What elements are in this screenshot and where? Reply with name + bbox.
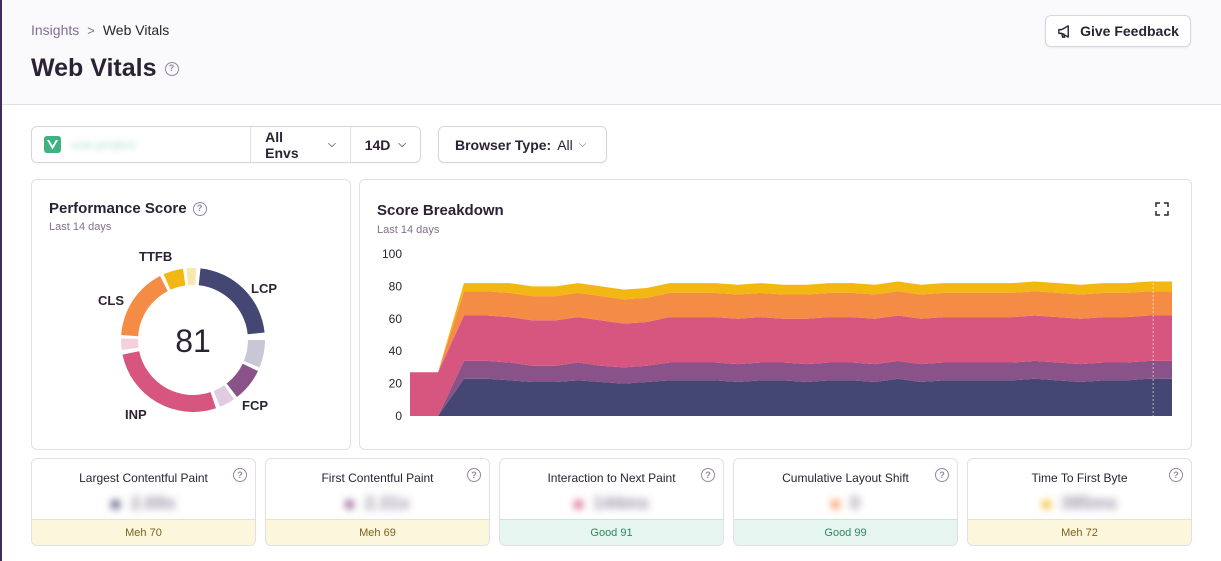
environment-selector[interactable]: All Envs ⌵ (251, 127, 351, 162)
performance-score-value: 81 (175, 323, 211, 359)
ring-label-cls: CLS (98, 293, 124, 308)
y-tick-label: 40 (389, 344, 403, 358)
metric-color-dot (111, 499, 121, 509)
date-range-label: 14D (364, 136, 391, 153)
metric-value-text: 2.31s (364, 493, 410, 513)
metric-status-badge: Good 99 (734, 519, 957, 545)
metric-name: First Contentful Paint (321, 471, 434, 485)
metric-value: 2.31s (266, 493, 489, 514)
page-title-text: Web Vitals (31, 54, 157, 82)
metric-color-dot (830, 499, 840, 509)
performance-score-ring: 81 TTFB LCP CLS FCP INP (98, 249, 277, 422)
metric-status-badge: Meh 70 (32, 519, 255, 545)
ring-segment-ttfb-remaining (186, 268, 196, 286)
ring-label-ttfb: TTFB (139, 249, 172, 264)
metric-value: 2.69s (32, 493, 255, 514)
expand-icon[interactable] (1155, 202, 1169, 216)
performance-score-title: Performance Score ? (49, 200, 207, 217)
score-breakdown-title: Score Breakdown (377, 202, 504, 219)
metric-value-text: 2.69s (130, 493, 176, 513)
megaphone-icon (1058, 24, 1070, 38)
browser-type-label: Browser Type: (455, 136, 552, 153)
metric-value-text: 0 (849, 493, 860, 513)
vue-project-icon (44, 136, 61, 153)
chevron-down-icon: ⌵ (398, 139, 406, 150)
score-breakdown-panel: Score Breakdown Last 14 days 0 20 40 60 80 10… (359, 179, 1192, 450)
ring-label-fcp: FCP (242, 398, 268, 413)
breadcrumb: Insights > Web Vitals (31, 22, 169, 38)
date-range-selector[interactable]: 14D ⌵ (351, 127, 420, 162)
metric-value: 395ms (968, 493, 1191, 514)
score-breakdown-subtitle: Last 14 days (377, 224, 440, 236)
area-series-fcp[interactable] (410, 360, 1172, 416)
chevron-down-icon: ⌵ (328, 139, 336, 150)
ring-segment-fcp[interactable] (226, 363, 258, 397)
page-header: Insights > Web Vitals Web Vitals ? Give … (2, 0, 1221, 105)
y-tick-label: 100 (382, 247, 402, 261)
y-tick-label: 0 (395, 409, 402, 423)
metric-status-badge: Meh 69 (266, 519, 489, 545)
metric-value: 0 (734, 493, 957, 514)
metric-card[interactable]: Time To First Byte? 395ms Meh 72 (967, 458, 1192, 546)
help-icon[interactable]: ? (164, 61, 179, 76)
y-tick-label: 20 (389, 377, 403, 391)
area-series-ttfb[interactable] (410, 281, 1172, 373)
metric-card[interactable]: Largest Contentful Paint? 2.69s Meh 70 (31, 458, 256, 546)
metric-color-dot (1041, 499, 1051, 509)
ring-label-inp: INP (125, 407, 147, 422)
breadcrumb-current: Web Vitals (102, 22, 170, 38)
y-tick-label: 80 (389, 279, 403, 293)
area-series-inp[interactable] (410, 315, 1172, 416)
area-series-lcp[interactable] (410, 378, 1172, 416)
page-title: Web Vitals ? (31, 54, 179, 83)
metric-value-text: 144ms (592, 493, 650, 513)
performance-score-title-text: Performance Score (49, 200, 187, 217)
browser-type-selector[interactable]: Browser Type: All ⌵ (438, 126, 607, 163)
metric-status-badge: Meh 72 (968, 519, 1191, 545)
metric-card[interactable]: Interaction to Next Paint? 144ms Good 91 (499, 458, 724, 546)
environment-label: All Envs (265, 128, 299, 161)
metric-value-text: 395ms (1060, 493, 1118, 513)
ring-segment-fcp-remaining (213, 385, 234, 407)
metric-name: Largest Contentful Paint (79, 471, 208, 485)
ring-label-lcp: LCP (251, 281, 277, 296)
project-selector[interactable]: vue-project (32, 127, 252, 162)
metric-color-dot (573, 499, 583, 509)
give-feedback-button[interactable]: Give Feedback (1045, 15, 1191, 47)
ring-segment-lcp[interactable] (198, 268, 265, 335)
metric-color-dot (345, 499, 355, 509)
ring-segment-inp[interactable] (122, 351, 217, 412)
help-icon[interactable]: ? (233, 468, 247, 482)
help-icon[interactable]: ? (1169, 468, 1183, 482)
breadcrumb-insights[interactable]: Insights (31, 22, 80, 38)
metric-card[interactable]: Cumulative Layout Shift? 0 Good 99 (733, 458, 958, 546)
metric-name: Interaction to Next Paint (547, 471, 676, 485)
metric-name: Cumulative Layout Shift (782, 471, 909, 485)
metric-card[interactable]: First Contentful Paint? 2.31s Meh 69 (265, 458, 490, 546)
help-icon[interactable]: ? (467, 468, 481, 482)
metric-status-badge: Good 91 (500, 519, 723, 545)
ring-segment-ttfb[interactable] (163, 268, 186, 290)
metric-name: Time To First Byte (1031, 471, 1128, 485)
performance-score-subtitle: Last 14 days (49, 221, 112, 233)
chevron-right-icon: > (87, 22, 95, 38)
give-feedback-label: Give Feedback (1080, 23, 1179, 39)
browser-type-value: All (557, 136, 573, 153)
score-breakdown-chart: 0 20 40 60 80 100 (382, 247, 1172, 423)
ring-segment-cls[interactable] (121, 276, 168, 337)
performance-score-panel: Performance Score ? Last 14 days 81 TTFB… (31, 179, 351, 450)
help-icon[interactable]: ? (935, 468, 949, 482)
y-tick-label: 60 (389, 312, 403, 326)
project-name: vue-project (71, 137, 136, 152)
ring-segment-lcp-remaining (243, 340, 265, 368)
ring-segment-inp-remaining (121, 338, 139, 350)
chevron-down-icon: ⌵ (578, 139, 587, 150)
page-filter-bar: vue-project All Envs ⌵ 14D ⌵ (31, 126, 421, 163)
metric-value: 144ms (500, 493, 723, 514)
help-icon[interactable]: ? (192, 201, 207, 216)
area-series-cls[interactable] (410, 291, 1172, 373)
help-icon[interactable]: ? (701, 468, 715, 482)
